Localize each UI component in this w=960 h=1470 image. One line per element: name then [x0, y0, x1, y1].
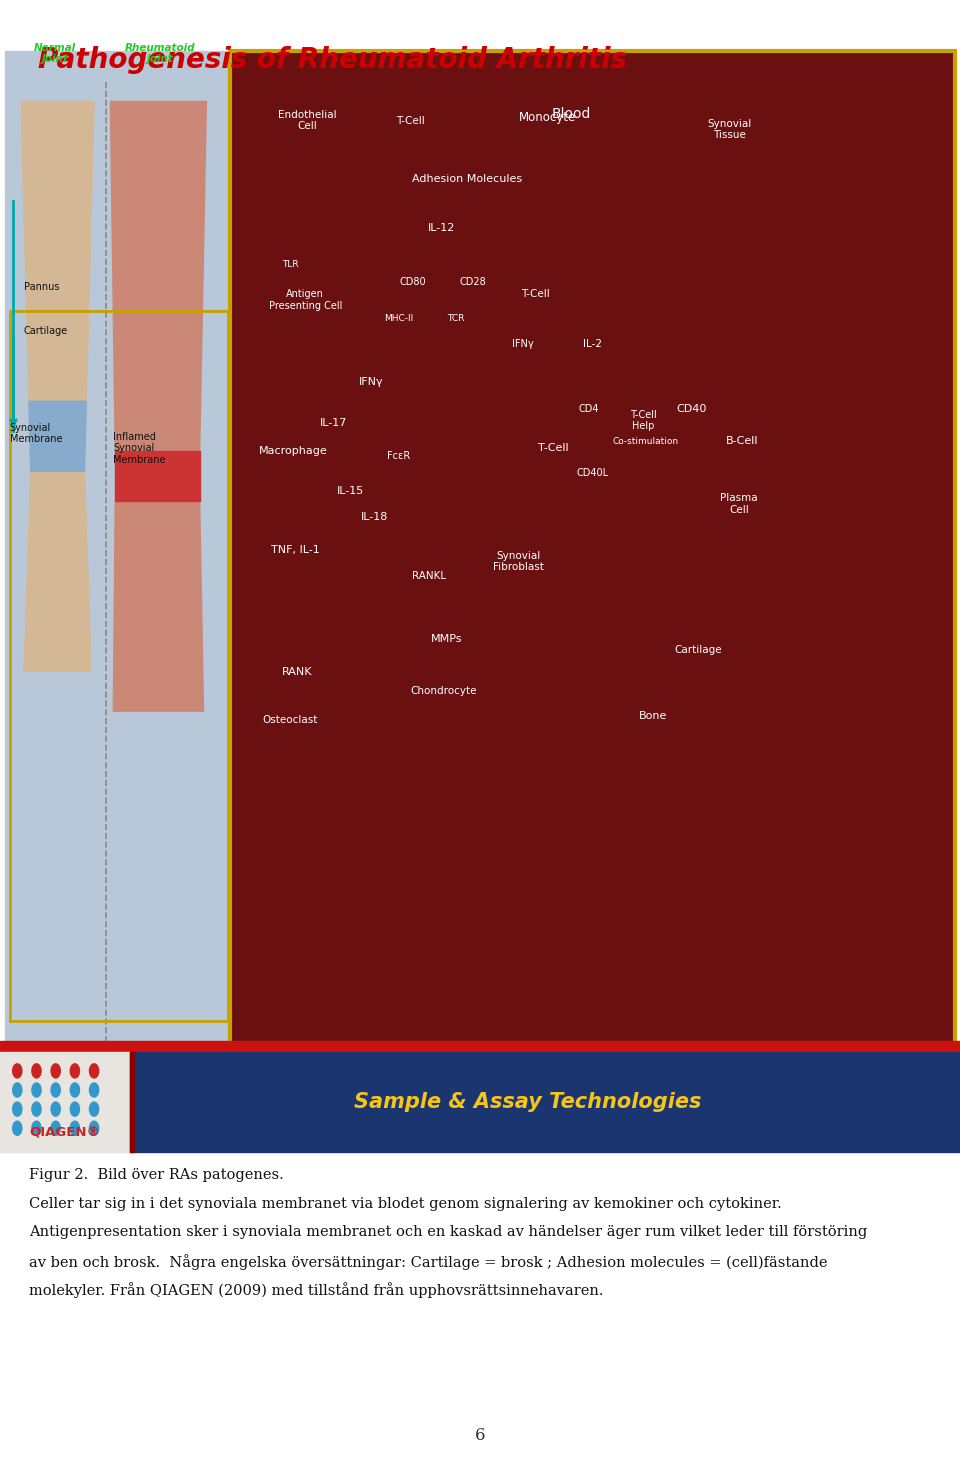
- Text: Synovial
Tissue: Synovial Tissue: [708, 119, 752, 140]
- Text: MMPs: MMPs: [431, 635, 462, 644]
- Text: FcεR: FcεR: [387, 451, 410, 460]
- Circle shape: [32, 1102, 41, 1116]
- Text: Sample & Assay Technologies: Sample & Assay Technologies: [354, 1092, 702, 1111]
- Circle shape: [89, 1122, 99, 1135]
- Text: CD40L: CD40L: [576, 469, 609, 478]
- Circle shape: [89, 1064, 99, 1078]
- Text: Macrophage: Macrophage: [258, 447, 327, 456]
- Text: T-Cell: T-Cell: [396, 116, 425, 125]
- Text: Celler tar sig in i det synoviala membranet via blodet genom signalering av kemo: Celler tar sig in i det synoviala membra…: [29, 1197, 781, 1211]
- Circle shape: [89, 1083, 99, 1097]
- Bar: [130, 1053, 960, 1152]
- Bar: [10, 312, 228, 1022]
- Circle shape: [51, 1122, 60, 1135]
- Circle shape: [51, 1102, 60, 1116]
- Polygon shape: [110, 101, 206, 451]
- Polygon shape: [115, 451, 200, 501]
- Text: T-Cell
Help: T-Cell Help: [630, 410, 657, 431]
- Text: Pathogenesis of Rheumatoid Arthritis: Pathogenesis of Rheumatoid Arthritis: [38, 47, 628, 75]
- Text: T-Cell: T-Cell: [521, 290, 550, 298]
- Text: Rheumatoid
Joint: Rheumatoid Joint: [125, 43, 196, 65]
- Circle shape: [70, 1064, 80, 1078]
- Text: Co-stimulation: Co-stimulation: [612, 437, 678, 445]
- Text: av ben och brosk.  Några engelska översättningar: Cartilage = brosk ; Adhesion m: av ben och brosk. Några engelska översät…: [29, 1254, 828, 1270]
- Circle shape: [51, 1083, 60, 1097]
- Text: IL-18: IL-18: [361, 513, 388, 522]
- Circle shape: [32, 1064, 41, 1078]
- Circle shape: [51, 1064, 60, 1078]
- Text: CD4: CD4: [578, 404, 599, 413]
- Circle shape: [70, 1122, 80, 1135]
- Text: IFNγ: IFNγ: [513, 340, 534, 348]
- Text: IL-12: IL-12: [428, 223, 455, 232]
- Text: CD40: CD40: [676, 404, 707, 413]
- Circle shape: [32, 1122, 41, 1135]
- Bar: [0, 1053, 130, 1152]
- Circle shape: [70, 1102, 80, 1116]
- Text: molekyler. Från QIAGEN (2009) med tillstånd från upphovsrättsinnehavaren.: molekyler. Från QIAGEN (2009) med tillst…: [29, 1282, 603, 1298]
- Text: Osteoclast: Osteoclast: [262, 716, 318, 725]
- Text: IFNγ: IFNγ: [359, 378, 384, 387]
- Bar: [0, 1041, 960, 1053]
- Text: Inflamed
Synovial
Membrane: Inflamed Synovial Membrane: [113, 432, 166, 465]
- Circle shape: [12, 1102, 22, 1116]
- Circle shape: [12, 1064, 22, 1078]
- Text: QIAGEN®: QIAGEN®: [30, 1127, 101, 1141]
- Text: Endothelial
Cell: Endothelial Cell: [277, 110, 337, 131]
- Circle shape: [12, 1122, 22, 1135]
- Text: Antigen
Presenting Cell: Antigen Presenting Cell: [269, 290, 342, 310]
- Polygon shape: [21, 101, 94, 401]
- Text: IL-2: IL-2: [583, 340, 602, 348]
- Bar: [130, 1053, 134, 1152]
- Text: CD80: CD80: [399, 278, 426, 287]
- Text: Adhesion Molecules: Adhesion Molecules: [413, 175, 522, 184]
- Text: Figur 2.  Bild över RAs patogenes.: Figur 2. Bild över RAs patogenes.: [29, 1167, 283, 1182]
- Bar: [230, 51, 955, 1051]
- Text: CD28: CD28: [460, 278, 487, 287]
- Text: MHC-II: MHC-II: [384, 315, 413, 323]
- Text: IL-17: IL-17: [320, 419, 347, 428]
- Circle shape: [89, 1102, 99, 1116]
- Text: Pannus: Pannus: [24, 282, 60, 291]
- Text: IL-15: IL-15: [337, 487, 364, 495]
- Text: B-Cell: B-Cell: [726, 437, 758, 445]
- Text: Synovial
Membrane: Synovial Membrane: [10, 423, 62, 444]
- Bar: [5, 51, 233, 1051]
- Text: Monocyte: Monocyte: [518, 112, 576, 123]
- Text: T-Cell: T-Cell: [538, 444, 568, 453]
- Text: 6: 6: [475, 1426, 485, 1444]
- Polygon shape: [29, 401, 86, 472]
- Polygon shape: [113, 501, 204, 711]
- Text: Bone: Bone: [638, 711, 667, 720]
- Circle shape: [70, 1083, 80, 1097]
- Text: Cartilage: Cartilage: [24, 326, 68, 335]
- Text: Synovial
Fibroblast: Synovial Fibroblast: [493, 551, 543, 572]
- Text: Normal
Joint: Normal Joint: [34, 43, 76, 65]
- Text: TLR: TLR: [281, 260, 299, 269]
- Text: RANKL: RANKL: [412, 572, 446, 581]
- Text: TCR: TCR: [447, 315, 465, 323]
- Bar: [230, 51, 955, 1051]
- Circle shape: [12, 1083, 22, 1097]
- Text: TNF, IL-1: TNF, IL-1: [272, 545, 320, 554]
- Text: Plasma
Cell: Plasma Cell: [720, 494, 758, 514]
- Text: Blood: Blood: [551, 107, 591, 122]
- Polygon shape: [24, 472, 91, 672]
- Text: RANK: RANK: [282, 667, 313, 676]
- Text: Chondrocyte: Chondrocyte: [410, 686, 477, 695]
- Text: Cartilage: Cartilage: [674, 645, 722, 654]
- Circle shape: [32, 1083, 41, 1097]
- Text: Antigenpresentation sker i synoviala membranet och en kaskad av händelser äger r: Antigenpresentation sker i synoviala mem…: [29, 1226, 867, 1239]
